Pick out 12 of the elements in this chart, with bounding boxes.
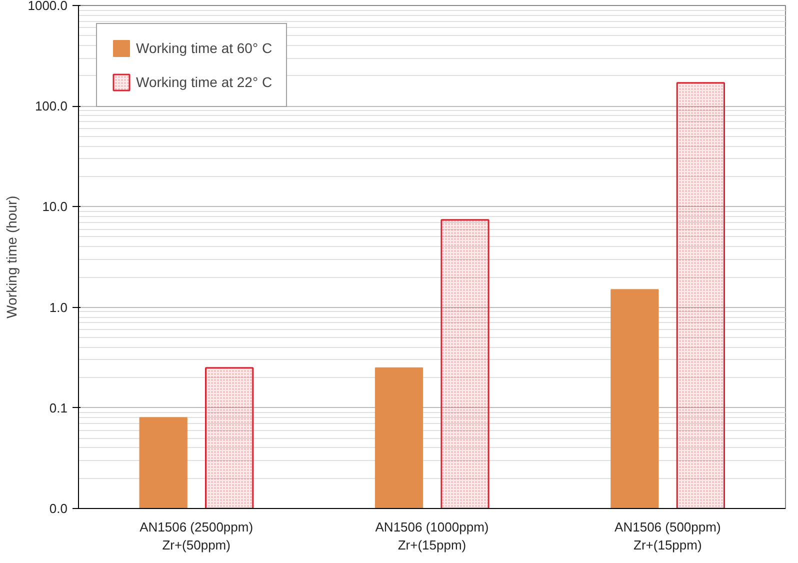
y-tick-label: 1.0 (49, 300, 68, 315)
x-tick-label: AN1506 (1000ppm) Zr+(15ppm) (375, 520, 489, 552)
y-tick-label: 0.0 (49, 501, 68, 516)
x-tick-label: AN1506 (500ppm) Zr+(15ppm) (614, 520, 721, 552)
legend-label: Working time at 60° C (136, 40, 272, 56)
y-tick-label: 0.1 (49, 400, 68, 416)
x-tick-label: AN1506 (2500ppm) Zr+(50ppm) (140, 520, 254, 552)
y-tick-label: 10.0 (42, 199, 68, 214)
y-axis-title: Working time (hour) (4, 196, 20, 318)
y-tick-label: 1000.0 (28, 0, 68, 13)
legend-label: Working time at 22° C (136, 74, 272, 90)
y-tick-label: 100.0 (34, 98, 68, 114)
